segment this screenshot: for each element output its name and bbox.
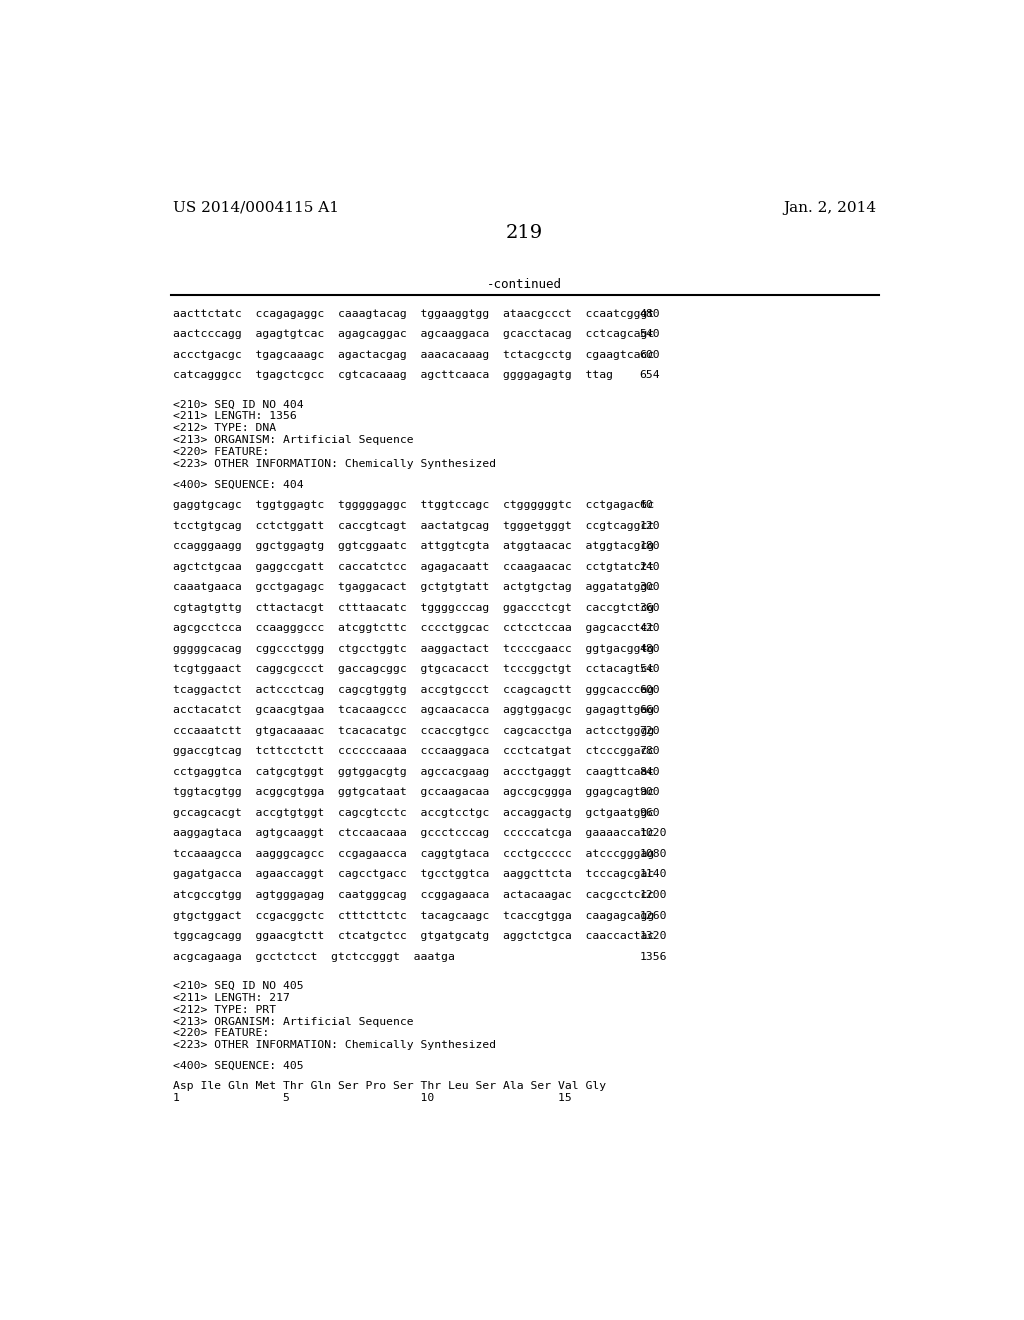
Text: 720: 720 <box>640 726 660 735</box>
Text: tggtacgtgg  acggcgtgga  ggtgcataat  gccaagacaa  agccgcggga  ggagcagtac: tggtacgtgg acggcgtgga ggtgcataat gccaaga… <box>173 788 654 797</box>
Text: 900: 900 <box>640 788 660 797</box>
Text: <212> TYPE: PRT: <212> TYPE: PRT <box>173 1005 276 1015</box>
Text: cccaaatctt  gtgacaaaac  tcacacatgc  ccaccgtgcc  cagcacctga  actcctgggg: cccaaatctt gtgacaaaac tcacacatgc ccaccgt… <box>173 726 654 735</box>
Text: agcgcctcca  ccaagggccc  atcggtcttc  cccctggcac  cctcctccaa  gagcacctct: agcgcctcca ccaagggccc atcggtcttc cccctgg… <box>173 623 654 634</box>
Text: catcagggcc  tgagctcgcc  cgtcacaaag  agcttcaaca  ggggagagtg  ttag: catcagggcc tgagctcgcc cgtcacaaag agcttca… <box>173 370 613 380</box>
Text: cgtagtgttg  cttactacgt  ctttaacatc  tggggcccag  ggaccctcgt  caccgtctcg: cgtagtgttg cttactacgt ctttaacatc tggggcc… <box>173 603 654 612</box>
Text: US 2014/0004115 A1: US 2014/0004115 A1 <box>173 201 339 215</box>
Text: 120: 120 <box>640 520 660 531</box>
Text: <212> TYPE: DNA: <212> TYPE: DNA <box>173 424 276 433</box>
Text: <400> SEQUENCE: 404: <400> SEQUENCE: 404 <box>173 479 303 490</box>
Text: 1               5                   10                  15: 1 5 10 15 <box>173 1093 571 1104</box>
Text: aacttctatc  ccagagaggc  caaagtacag  tggaaggtgg  ataacgccct  ccaatcgggt: aacttctatc ccagagaggc caaagtacag tggaagg… <box>173 309 654 318</box>
Text: 60: 60 <box>640 500 653 510</box>
Text: acctacatct  gcaacgtgaa  tcacaagccc  agcaacacca  aggtggacgc  gagagttgag: acctacatct gcaacgtgaa tcacaagccc agcaaca… <box>173 705 654 715</box>
Text: accctgacgc  tgagcaaagc  agactacgag  aaacacaaag  tctacgcctg  cgaagtcacc: accctgacgc tgagcaaagc agactacgag aaacaca… <box>173 350 654 359</box>
Text: 240: 240 <box>640 561 660 572</box>
Text: <220> FEATURE:: <220> FEATURE: <box>173 1028 269 1039</box>
Text: 960: 960 <box>640 808 660 818</box>
Text: 300: 300 <box>640 582 660 593</box>
Text: cctgaggtca  catgcgtggt  ggtggacgtg  agccacgaag  accctgaggt  caagttcaac: cctgaggtca catgcgtggt ggtggacgtg agccacg… <box>173 767 654 777</box>
Text: 219: 219 <box>506 224 544 242</box>
Text: 540: 540 <box>640 329 660 339</box>
Text: 1356: 1356 <box>640 952 667 961</box>
Text: 1080: 1080 <box>640 849 667 859</box>
Text: <400> SEQUENCE: 405: <400> SEQUENCE: 405 <box>173 1061 303 1071</box>
Text: <220> FEATURE:: <220> FEATURE: <box>173 447 269 457</box>
Text: ccagggaagg  ggctggagtg  ggtcggaatc  attggtcgta  atggtaacac  atggtacgcg: ccagggaagg ggctggagtg ggtcggaatc attggtc… <box>173 541 654 550</box>
Text: agctctgcaa  gaggccgatt  caccatctcc  agagacaatt  ccaagaacac  cctgtatctt: agctctgcaa gaggccgatt caccatctcc agagaca… <box>173 561 654 572</box>
Text: gaggtgcagc  tggtggagtc  tgggggaggc  ttggtccagc  ctggggggtc  cctgagactc: gaggtgcagc tggtggagtc tgggggaggc ttggtcc… <box>173 500 654 510</box>
Text: <223> OTHER INFORMATION: Chemically Synthesized: <223> OTHER INFORMATION: Chemically Synt… <box>173 459 496 469</box>
Text: 180: 180 <box>640 541 660 550</box>
Text: atcgccgtgg  agtgggagag  caatgggcag  ccggagaaca  actacaagac  cacgcctccc: atcgccgtgg agtgggagag caatgggcag ccggaga… <box>173 890 654 900</box>
Text: gccagcacgt  accgtgtggt  cagcgtcctc  accgtcctgc  accaggactg  gctgaatggc: gccagcacgt accgtgtggt cagcgtcctc accgtcc… <box>173 808 654 818</box>
Text: aaggagtaca  agtgcaaggt  ctccaacaaa  gccctcccag  cccccatcga  gaaaaccatc: aaggagtaca agtgcaaggt ctccaacaaa gccctcc… <box>173 829 654 838</box>
Text: 780: 780 <box>640 746 660 756</box>
Text: 1020: 1020 <box>640 829 667 838</box>
Text: 360: 360 <box>640 603 660 612</box>
Text: -continued: -continued <box>487 277 562 290</box>
Text: aactcccagg  agagtgtcac  agagcaggac  agcaaggaca  gcacctacag  cctcagcagc: aactcccagg agagtgtcac agagcaggac agcaagg… <box>173 329 654 339</box>
Text: 540: 540 <box>640 664 660 675</box>
Text: <213> ORGANISM: Artificial Sequence: <213> ORGANISM: Artificial Sequence <box>173 436 414 445</box>
Text: <223> OTHER INFORMATION: Chemically Synthesized: <223> OTHER INFORMATION: Chemically Synt… <box>173 1040 496 1051</box>
Text: <210> SEQ ID NO 404: <210> SEQ ID NO 404 <box>173 399 303 409</box>
Text: gggggcacag  cggccctggg  ctgcctggtc  aaggactact  tccccgaacc  ggtgacggtg: gggggcacag cggccctggg ctgcctggtc aaggact… <box>173 644 654 653</box>
Text: tcctgtgcag  cctctggatt  caccgtcagt  aactatgcag  tgggetgggt  ccgtcaggct: tcctgtgcag cctctggatt caccgtcagt aactatg… <box>173 520 654 531</box>
Text: gtgctggact  ccgacggctc  ctttcttctc  tacagcaagc  tcaccgtgga  caagagcagg: gtgctggact ccgacggctc ctttcttctc tacagca… <box>173 911 654 920</box>
Text: tcgtggaact  caggcgccct  gaccagcggc  gtgcacacct  tcccggctgt  cctacagtcc: tcgtggaact caggcgccct gaccagcggc gtgcaca… <box>173 664 654 675</box>
Text: 1320: 1320 <box>640 931 667 941</box>
Text: 1140: 1140 <box>640 870 667 879</box>
Text: <211> LENGTH: 1356: <211> LENGTH: 1356 <box>173 412 297 421</box>
Text: 654: 654 <box>640 370 660 380</box>
Text: 600: 600 <box>640 350 660 359</box>
Text: 480: 480 <box>640 644 660 653</box>
Text: 660: 660 <box>640 705 660 715</box>
Text: 420: 420 <box>640 623 660 634</box>
Text: 600: 600 <box>640 685 660 694</box>
Text: 840: 840 <box>640 767 660 777</box>
Text: Jan. 2, 2014: Jan. 2, 2014 <box>783 201 877 215</box>
Text: <213> ORGANISM: Artificial Sequence: <213> ORGANISM: Artificial Sequence <box>173 1016 414 1027</box>
Text: tcaggactct  actccctcag  cagcgtggtg  accgtgccct  ccagcagctt  gggcacccag: tcaggactct actccctcag cagcgtggtg accgtgc… <box>173 685 654 694</box>
Text: 480: 480 <box>640 309 660 318</box>
Text: acgcagaaga  gcctctcct  gtctccgggt  aaatga: acgcagaaga gcctctcct gtctccgggt aaatga <box>173 952 455 961</box>
Text: <210> SEQ ID NO 405: <210> SEQ ID NO 405 <box>173 981 303 991</box>
Text: 1260: 1260 <box>640 911 667 920</box>
Text: <211> LENGTH: 217: <211> LENGTH: 217 <box>173 993 290 1003</box>
Text: ggaccgtcag  tcttcctctt  ccccccaaaa  cccaaggaca  ccctcatgat  ctcccggacc: ggaccgtcag tcttcctctt ccccccaaaa cccaagg… <box>173 746 654 756</box>
Text: gagatgacca  agaaccaggt  cagcctgacc  tgcctggtca  aaggcttcta  tcccagcgac: gagatgacca agaaccaggt cagcctgacc tgcctgg… <box>173 870 654 879</box>
Text: tccaaagcca  aagggcagcc  ccgagaacca  caggtgtaca  ccctgccccc  atcccgggag: tccaaagcca aagggcagcc ccgagaacca caggtgt… <box>173 849 654 859</box>
Text: tggcagcagg  ggaacgtctt  ctcatgctcc  gtgatgcatg  aggctctgca  caaccactac: tggcagcagg ggaacgtctt ctcatgctcc gtgatgc… <box>173 931 654 941</box>
Text: 1200: 1200 <box>640 890 667 900</box>
Text: Asp Ile Gln Met Thr Gln Ser Pro Ser Thr Leu Ser Ala Ser Val Gly: Asp Ile Gln Met Thr Gln Ser Pro Ser Thr … <box>173 1081 606 1092</box>
Text: caaatgaaca  gcctgagagc  tgaggacact  gctgtgtatt  actgtgctag  aggatatggc: caaatgaaca gcctgagagc tgaggacact gctgtgt… <box>173 582 654 593</box>
